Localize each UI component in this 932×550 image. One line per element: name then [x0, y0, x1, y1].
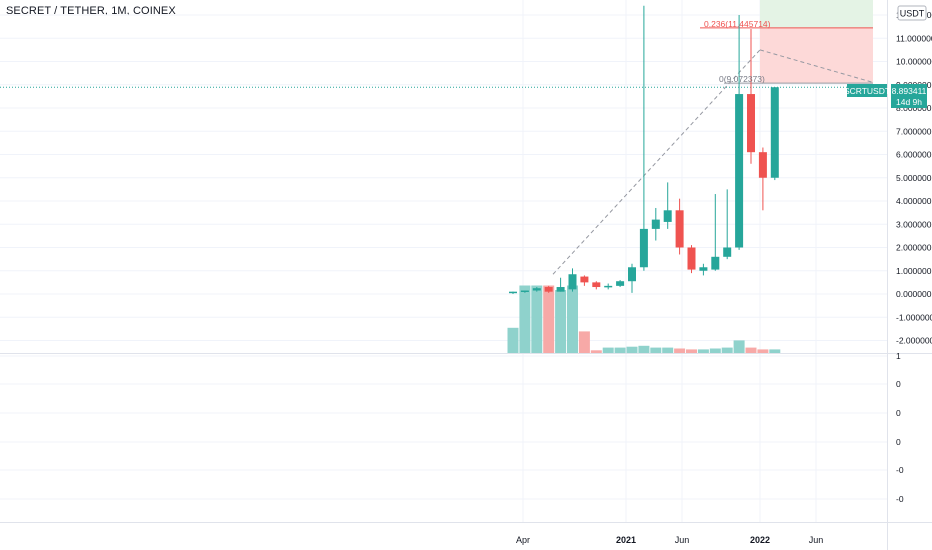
- candle-body: [758, 152, 767, 178]
- candle-body: [723, 247, 732, 257]
- candle-body: [616, 281, 625, 286]
- candle-body: [568, 274, 577, 290]
- volume-bar: [686, 349, 697, 353]
- fib-zone-red: [760, 27, 873, 84]
- volume-bar: [662, 347, 674, 353]
- price-tick-label: 10.000000: [896, 57, 932, 67]
- lower-pane-tick-label: 1: [896, 351, 901, 361]
- volume-bar: [709, 348, 721, 353]
- candle-countdown: 14d 9h: [896, 97, 922, 107]
- trend-line-dashed: [552, 49, 761, 275]
- price-tick-label: 3.000000: [896, 219, 932, 229]
- price-tick-label: 4.000000: [896, 196, 932, 206]
- symbol-tag: [847, 84, 887, 97]
- candle-body: [592, 282, 601, 288]
- volume-bars: [507, 285, 781, 353]
- time-tick-label: 2022: [750, 535, 770, 545]
- volume-bar: [733, 340, 745, 353]
- price-tick-label: 2.000000: [896, 243, 932, 253]
- price-tick-label: -2.000000: [896, 336, 932, 346]
- volume-bar: [614, 347, 626, 353]
- candle-body: [675, 210, 684, 248]
- fib-label-0236: 0.236(11.445714): [704, 19, 771, 29]
- price-tick-label: 11.000000: [896, 33, 932, 43]
- lower-pane-tick-label: -0: [896, 465, 904, 475]
- time-tick-label: Jun: [809, 535, 824, 545]
- volume-bar: [769, 349, 781, 353]
- candle-body: [663, 210, 672, 222]
- volume-bar: [602, 347, 614, 353]
- volume-bar: [626, 346, 638, 353]
- candle-body: [532, 288, 541, 291]
- volume-bar: [745, 347, 757, 353]
- volume-bar: [567, 285, 578, 353]
- volume-bar: [650, 347, 662, 353]
- lower-pane-tick-label: 0: [896, 437, 901, 447]
- lower-pane-tick-label: 0: [896, 408, 901, 418]
- time-tick-label: Apr: [516, 535, 530, 545]
- candle-body: [711, 256, 720, 270]
- candle-body: [747, 94, 755, 153]
- volume-bar: [757, 349, 769, 353]
- candle-body: [735, 94, 744, 248]
- volume-bar: [721, 347, 733, 353]
- lower-pane-tick-label: -0: [896, 494, 904, 504]
- volume-bar: [697, 349, 709, 353]
- last-price-value: 8.893411: [892, 86, 927, 96]
- candle-body: [770, 87, 779, 178]
- candle-body: [639, 228, 648, 268]
- candle-body: [509, 291, 517, 294]
- volume-bar: [543, 285, 555, 353]
- chart-title: SECRET / TETHER, 1M, COINEX: [6, 5, 176, 17]
- volume-bar: [555, 290, 567, 353]
- fib-label-0: 0(9.072373): [719, 74, 765, 84]
- price-tick-label: 1.000000: [896, 266, 932, 276]
- price-tick-label: 7.000000: [896, 126, 932, 136]
- candle-body: [687, 247, 696, 270]
- price-tags: USDT 0.236(11.445714) 0(9.072373) SCRTUS…: [704, 5, 927, 108]
- volume-bar: [578, 331, 590, 353]
- volume-bar: [590, 350, 602, 353]
- volume-bar: [674, 348, 686, 353]
- last-price-tag: [891, 84, 927, 108]
- price-tick-label: -1.000000: [896, 312, 932, 322]
- drawing-overlays: [0, 0, 874, 275]
- candles: [509, 5, 779, 294]
- fib-zone-green: [760, 0, 873, 28]
- volume-bar: [531, 285, 543, 353]
- volume-bar: [519, 285, 531, 353]
- time-tick-label: Jun: [675, 535, 690, 545]
- price-tick-label: 0.000000: [896, 289, 932, 299]
- candle-body: [699, 267, 708, 271]
- candle-body: [556, 287, 565, 292]
- currency-badge[interactable]: [897, 5, 927, 21]
- price-tick-label: 5.000000: [896, 173, 932, 183]
- candle-body: [520, 290, 529, 293]
- currency-label: USDT: [900, 9, 925, 19]
- candle-body: [604, 285, 613, 288]
- candle-body: [544, 287, 553, 292]
- volume-bar: [507, 327, 519, 353]
- candle-body: [628, 267, 636, 282]
- candle-body: [580, 276, 589, 283]
- trend-line-dashed: [759, 49, 874, 83]
- lower-pane-tick-label: 0: [896, 379, 901, 389]
- volume-bar: [638, 345, 650, 353]
- time-tick-label: 2021: [616, 535, 636, 545]
- price-tick-label: 6.000000: [896, 150, 932, 160]
- candle-body: [651, 219, 660, 229]
- symbol-tag-text: SCRTUSDT: [844, 86, 890, 96]
